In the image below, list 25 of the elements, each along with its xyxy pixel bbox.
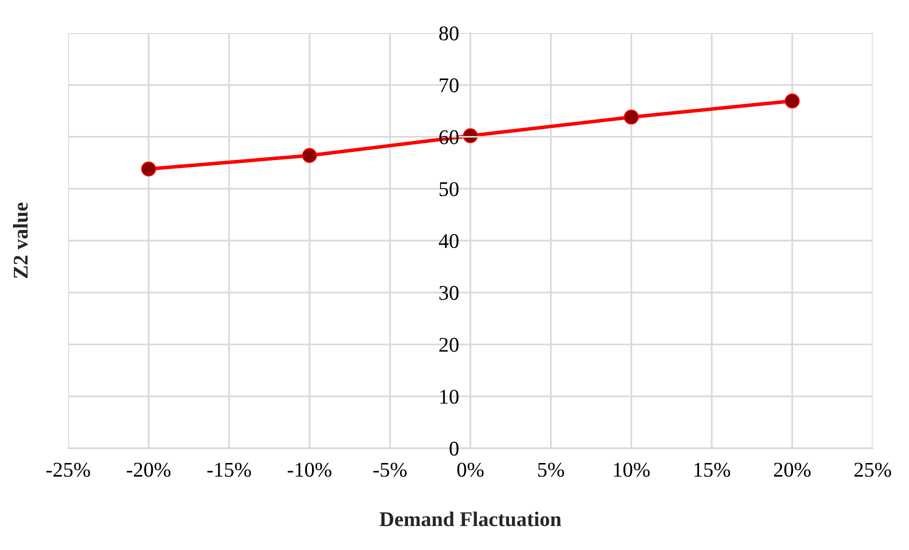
y-tick-label: 50 (440, 182, 458, 196)
point (784, 94, 800, 108)
x-tick-label: -25% (46, 462, 90, 477)
y-tick-label: 30 (439, 286, 458, 300)
y-tick-label: 0 (450, 442, 458, 456)
point (141, 162, 156, 176)
y-tick-label: 70 (440, 78, 458, 92)
y-tick-label: 10 (440, 390, 458, 404)
y-axis-title: Z2 value (13, 202, 28, 278)
x-tick-label: 5% (538, 462, 564, 477)
x-tick-label: -5% (373, 462, 407, 477)
x-tick-label: 25% (854, 462, 892, 477)
x-tick-label: 15% (694, 462, 730, 477)
y-tick-label: 80 (439, 26, 458, 40)
x-tick-label: -10% (288, 462, 332, 477)
x-tick-label: 20% (774, 462, 811, 477)
x-tick-label: 10% (614, 462, 650, 477)
x-tick-label: -15% (207, 462, 251, 477)
point (302, 148, 317, 163)
point (624, 110, 639, 125)
x-tick-label: 0% (457, 462, 484, 477)
x-axis-title: Demand Flactuation (380, 512, 562, 526)
x-tick-label: -20% (126, 462, 170, 477)
y-tick-label: 20 (439, 338, 458, 352)
y-tick-label: 40 (438, 234, 458, 248)
